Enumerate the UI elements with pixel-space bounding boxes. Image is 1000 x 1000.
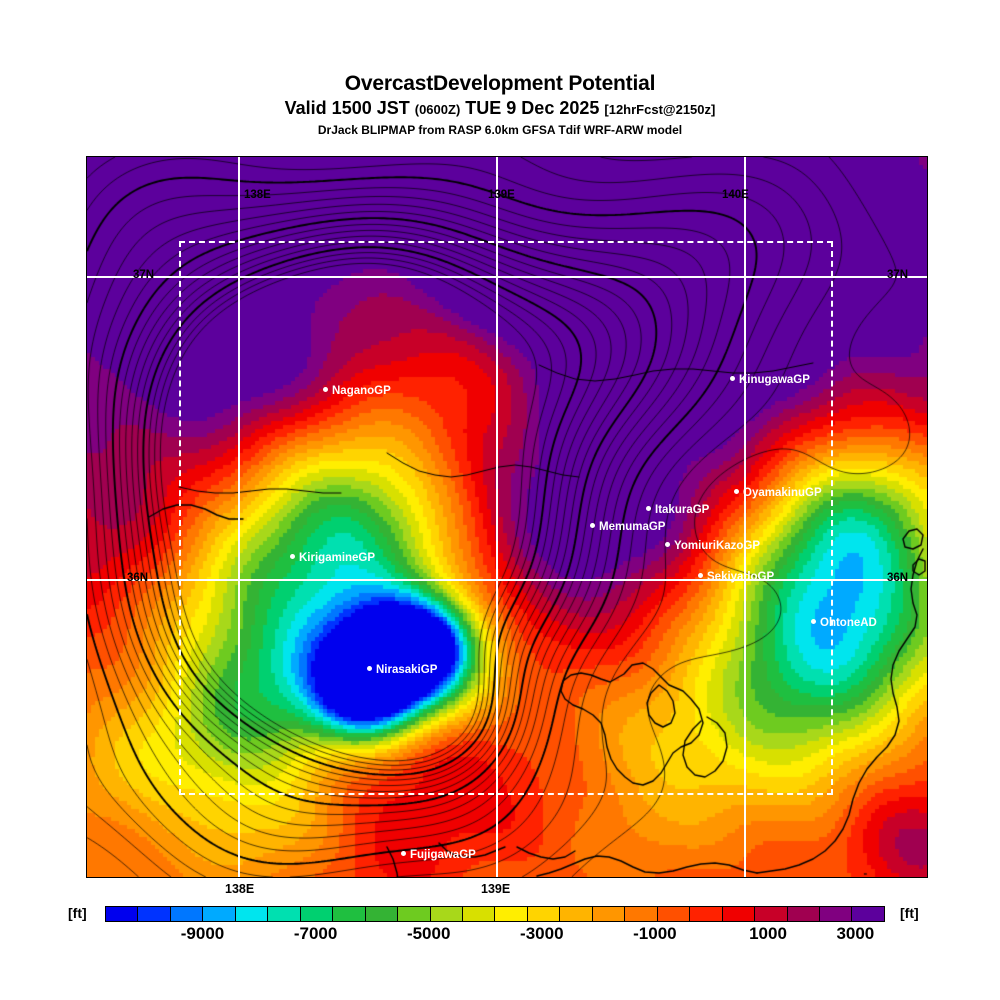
site-dot-icon [698,573,703,579]
site-dot-icon [401,851,406,857]
colorbar-tick-1: -7000 [293,924,338,943]
lon-label-bottom-139E: 139E [481,882,511,896]
colorbar-swatch-9 [398,907,431,921]
colorbar-swatch-18 [690,907,723,921]
site-marker-naganogp[interactable]: NaganoGP [323,385,391,397]
site-marker-kirigaminegp[interactable]: KirigamineGP [290,552,375,564]
colorbar-swatch-8 [365,907,399,921]
colorbar-unit-right: [ft] [900,905,919,921]
graticule-37N [87,276,927,278]
site-marker-oyamakinugp[interactable]: OyamakinuGP [734,487,822,499]
page-title: OvercastDevelopment Potential [344,72,656,95]
site-label: NaganoGP [332,385,391,397]
colorbar-swatch-12 [495,907,528,921]
site-marker-ohtonead[interactable]: OhtoneAD [811,617,877,629]
colorbar-swatch-11 [462,907,496,921]
title-block: OvercastDevelopment Potential Valid 1500… [0,72,1000,138]
valid-date: TUE 9 Dec 2025 [465,98,600,118]
colorbar: [ft] [ft] -9000 -7000 -5000 -3000 -1000 1000 3… [0,900,1000,960]
lat-label-right-36N: 36N [887,572,909,584]
valid-utc: (0600Z) [414,102,461,117]
colorbar-swatch-17 [657,907,691,921]
colorbar-tick-2: -5000 [406,924,451,943]
site-dot-icon [646,506,651,512]
colorbar-swatch-13 [527,907,561,921]
site-label: OyamakinuGP [743,487,822,499]
colorbar-swatch-23 [852,907,884,921]
site-dot-icon [590,523,595,529]
colorbar-unit-left: [ft] [68,905,87,921]
colorbar-swatch-3 [203,907,236,921]
site-dot-icon [665,542,670,548]
colorbar-swatch-1 [138,907,171,921]
site-marker-nirasakigp[interactable]: NirasakiGP [367,664,437,676]
site-label: NirasakiGP [376,664,438,676]
valid-time-line: Valid 1500 JST (0600Z) TUE 9 Dec 2025 [1… [0,97,1000,121]
site-dot-icon [323,387,328,393]
site-label: KirigamineGP [299,552,376,564]
colorbar-swatch-7 [333,907,366,921]
site-marker-yomiurikazogp[interactable]: YomiuriKazoGP [665,540,760,552]
valid-prefix: Valid 1500 JST [284,98,410,118]
site-dot-icon [734,489,739,495]
lat-label-left-37N: 37N [133,269,155,281]
site-marker-itakuragp[interactable]: ItakuraGP [646,504,709,516]
colorbar-swatches [105,906,885,922]
colorbar-tick-0: -9000 [180,924,225,943]
site-marker-memumagp[interactable]: MemumaGP [590,521,665,533]
colorbar-swatch-5 [268,907,301,921]
colorbar-swatch-4 [235,907,269,921]
site-label: OhtoneAD [820,617,877,629]
graticule-139E [496,157,498,877]
site-dot-icon [367,666,372,672]
colorbar-tick-labels: -9000 -7000 -5000 -3000 -1000 1000 3000 [105,924,885,946]
site-label: ItakuraGP [655,504,710,516]
colorbar-tick-6: 3000 [836,924,875,943]
colorbar-tick-4: -1000 [633,924,677,943]
site-dot-icon [730,376,735,382]
lon-label-top-138E: 138E [244,189,271,201]
colorbar-swatch-19 [722,907,756,921]
site-marker-fujigawagp[interactable]: FujigawaGP [401,849,476,861]
colorbar-swatch-6 [300,907,334,921]
graticule-140E [744,157,746,877]
site-label: YomiuriKazoGP [674,540,761,552]
lon-label-top-139E: 139E [488,189,515,201]
site-marker-sekiyadogp[interactable]: SekiyadoGP [698,571,774,583]
site-label: FujigawaGP [410,849,476,861]
graticule-36N [87,579,927,581]
colorbar-swatch-2 [170,907,204,921]
colorbar-swatch-14 [560,907,593,921]
colorbar-swatch-15 [592,907,626,921]
colorbar-swatch-16 [625,907,658,921]
lat-label-right-37N: 37N [887,269,909,281]
forecast-tag: [12hrFcst@2150z] [604,102,716,117]
colorbar-swatch-0 [106,907,139,921]
colorbar-swatch-22 [819,907,853,921]
site-label: KinugawaGP [739,374,810,386]
colorbar-swatch-20 [755,907,788,921]
site-marker-kinugawagp[interactable]: KinugawaGP [730,374,810,386]
site-dot-icon [290,554,295,560]
colorbar-swatch-10 [430,907,463,921]
lat-label-left-36N: 36N [127,572,149,584]
forecast-domain-box [179,241,833,795]
model-line: DrJack BLIPMAP from RASP 6.0km GFSA Tdif… [317,123,683,137]
colorbar-swatch-21 [787,907,820,921]
colorbar-tick-3: -3000 [520,924,564,943]
site-label: MemumaGP [599,521,666,533]
site-label: SekiyadoGP [707,571,775,583]
colorbar-tick-5: 1000 [749,924,787,943]
lon-label-top-140E: 140E [722,189,749,201]
forecast-map[interactable]: 138E 139E 140E 37N 37N 36N 36N Terrain c… [86,156,928,878]
graticule-138E [238,157,240,877]
lon-label-bottom-138E: 138E [225,882,255,896]
site-dot-icon [811,619,816,625]
